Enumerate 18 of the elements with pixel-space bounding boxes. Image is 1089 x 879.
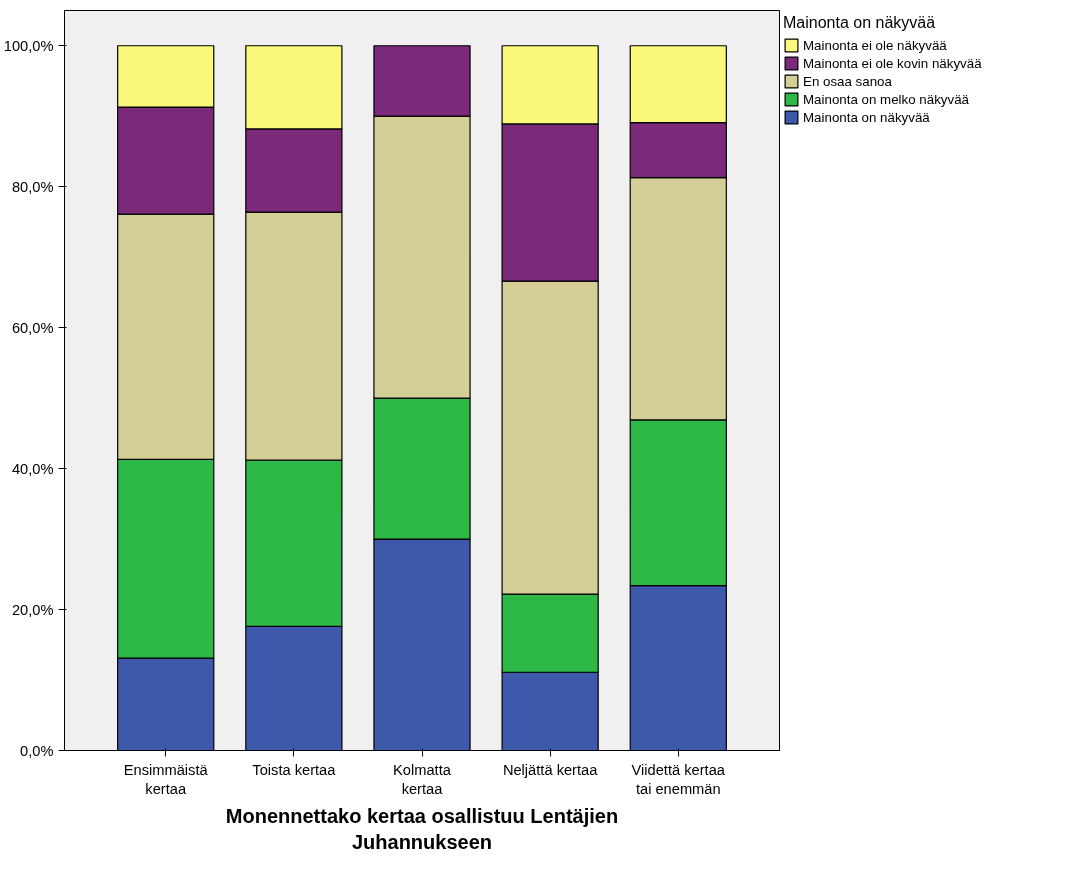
x-tick-label: Viidettä kertaa tai enemmän [631,761,726,797]
y-tick-label: 20,0% [11,601,54,618]
legend-label: Mainonta ei ole näkyvää [803,37,947,53]
legend-label: Mainonta on näkyvää [803,109,930,125]
legend-label: Mainonta on melko näkyvää [803,91,969,107]
y-tick-label: 100,0% [3,37,54,54]
legend-label: En osaa sanoa [803,73,892,89]
x-tick-label: Ensimmäistä kertaa [123,761,209,797]
x-tick-label: Kolmatta kertaa [393,761,452,797]
y-tick-label: 80,0% [11,178,54,195]
y-tick-label: 40,0% [11,460,54,477]
y-tick-label: 0,0% [20,742,54,759]
x-tick-label: Toista kertaa [252,761,337,778]
legend-label: Mainonta ei ole kovin näkyvää [803,55,982,71]
y-tick-label: 60,0% [11,319,54,336]
x-axis-title: Monennettako kertaa osallistuu Lentäjien Juhannukseen [225,804,619,854]
legend-title: Mainonta on näkyvää [783,14,937,32]
x-tick-label: Neljättä kertaa [502,761,599,778]
